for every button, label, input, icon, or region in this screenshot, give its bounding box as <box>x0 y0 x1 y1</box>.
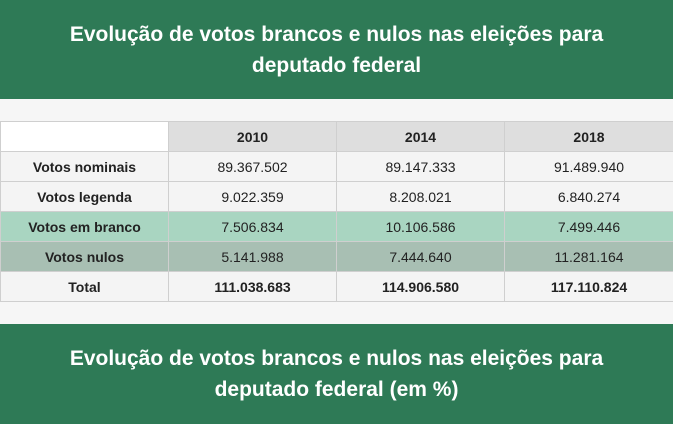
cell-value: 7.499.446 <box>504 211 673 242</box>
cell-value: 91.489.940 <box>504 151 673 182</box>
cell-value: 7.444.640 <box>336 241 505 272</box>
bottom-title: Evolução de votos brancos e nulos nas el… <box>69 347 604 401</box>
table-row-total: Total 111.038.683 114.906.580 117.110.82… <box>0 271 673 302</box>
row-label: Total <box>0 271 169 302</box>
cell-value: 6.840.274 <box>504 181 673 212</box>
header-corner-cell <box>0 121 169 152</box>
cell-value: 9.022.359 <box>168 181 337 212</box>
votes-table: 2010 2014 2018 Votos nominais 89.367.502… <box>0 121 673 302</box>
top-title-banner: Evolução de votos brancos e nulos nas el… <box>0 0 673 99</box>
cell-value: 11.281.164 <box>504 241 673 272</box>
table-row-votos-em-branco: Votos em branco 7.506.834 10.106.586 7.4… <box>0 211 673 242</box>
cell-value: 114.906.580 <box>336 271 505 302</box>
table-row-votos-legenda: Votos legenda 9.022.359 8.208.021 6.840.… <box>0 181 673 212</box>
header-2010: 2010 <box>168 121 337 152</box>
table-header-row: 2010 2014 2018 <box>0 121 673 152</box>
row-label: Votos nominais <box>0 151 169 182</box>
cell-value: 7.506.834 <box>168 211 337 242</box>
cell-value: 8.208.021 <box>336 181 505 212</box>
cell-value: 89.367.502 <box>168 151 337 182</box>
top-title: Evolução de votos brancos e nulos nas el… <box>69 22 604 77</box>
row-label: Votos nulos <box>0 241 169 272</box>
header-2018: 2018 <box>504 121 673 152</box>
row-label: Votos legenda <box>0 181 169 212</box>
header-2014: 2014 <box>336 121 505 152</box>
cell-value: 111.038.683 <box>168 271 337 302</box>
bottom-title-banner: Evolução de votos brancos e nulos nas el… <box>0 324 673 424</box>
row-label: Votos em branco <box>0 211 169 242</box>
table-area: 2010 2014 2018 Votos nominais 89.367.502… <box>0 99 673 324</box>
cell-value: 89.147.333 <box>336 151 505 182</box>
table-row-votos-nominais: Votos nominais 89.367.502 89.147.333 91.… <box>0 151 673 182</box>
cell-value: 5.141.988 <box>168 241 337 272</box>
cell-value: 117.110.824 <box>504 271 673 302</box>
cell-value: 10.106.586 <box>336 211 505 242</box>
table-row-votos-nulos: Votos nulos 5.141.988 7.444.640 11.281.1… <box>0 241 673 272</box>
